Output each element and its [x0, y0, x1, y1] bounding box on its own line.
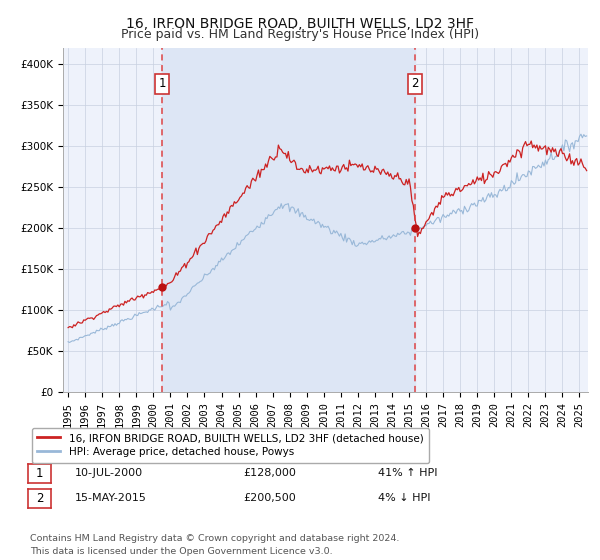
Text: Price paid vs. HM Land Registry's House Price Index (HPI): Price paid vs. HM Land Registry's House … — [121, 28, 479, 41]
Text: 41% ↑ HPI: 41% ↑ HPI — [378, 468, 437, 478]
Bar — [163, 48, 415, 392]
Text: 2: 2 — [412, 77, 419, 90]
Text: 15-MAY-2015: 15-MAY-2015 — [75, 493, 147, 503]
Text: Contains HM Land Registry data © Crown copyright and database right 2024.
This d: Contains HM Land Registry data © Crown c… — [30, 534, 400, 556]
Text: 1: 1 — [36, 467, 43, 480]
Text: £200,500: £200,500 — [243, 493, 296, 503]
Text: 1: 1 — [158, 77, 166, 90]
Text: £128,000: £128,000 — [243, 468, 296, 478]
Text: 16, IRFON BRIDGE ROAD, BUILTH WELLS, LD2 3HF: 16, IRFON BRIDGE ROAD, BUILTH WELLS, LD2… — [126, 17, 474, 31]
Text: 4% ↓ HPI: 4% ↓ HPI — [378, 493, 431, 503]
Legend: 16, IRFON BRIDGE ROAD, BUILTH WELLS, LD2 3HF (detached house), HPI: Average pric: 16, IRFON BRIDGE ROAD, BUILTH WELLS, LD2… — [32, 428, 428, 463]
Text: 10-JUL-2000: 10-JUL-2000 — [75, 468, 143, 478]
Text: 2: 2 — [36, 492, 43, 506]
